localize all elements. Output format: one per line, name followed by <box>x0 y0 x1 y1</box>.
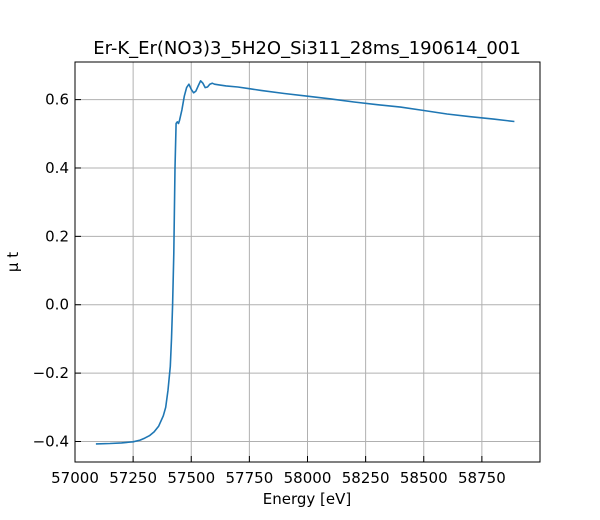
y-tick-label: 0.0 <box>45 296 69 314</box>
x-tick-label: 57750 <box>226 469 274 487</box>
grid <box>74 62 540 462</box>
y-tick-label: 0.6 <box>45 91 69 109</box>
x-axis-label: Energy [eV] <box>263 490 351 508</box>
x-tick-label: 57000 <box>51 469 99 487</box>
x-tick-label: 57250 <box>109 469 157 487</box>
y-tick-label: 0.4 <box>45 159 69 177</box>
x-tick-label: 58000 <box>284 469 332 487</box>
x-tick-label: 58250 <box>342 469 390 487</box>
x-tick-label: 57500 <box>167 469 215 487</box>
series-layer <box>95 80 515 445</box>
y-tick-label: −0.2 <box>33 364 69 382</box>
x-tick-label: 58500 <box>400 469 448 487</box>
x-axis: 57000 57250 57500 57750 58000 58250 58500 58750 <box>51 456 506 487</box>
chart-title: Er-K_Er(NO3)3_5H2O_Si311_28ms_190614_001 <box>93 38 521 59</box>
y-tick-label: −0.4 <box>33 432 69 450</box>
series-line <box>95 80 515 445</box>
y-axis: −0.4 −0.2 0.0 0.2 0.4 0.6 <box>33 91 81 450</box>
y-tick-label: 0.2 <box>45 227 69 245</box>
x-tick-label: 58750 <box>458 469 506 487</box>
y-axis-label: μ t <box>4 252 22 272</box>
